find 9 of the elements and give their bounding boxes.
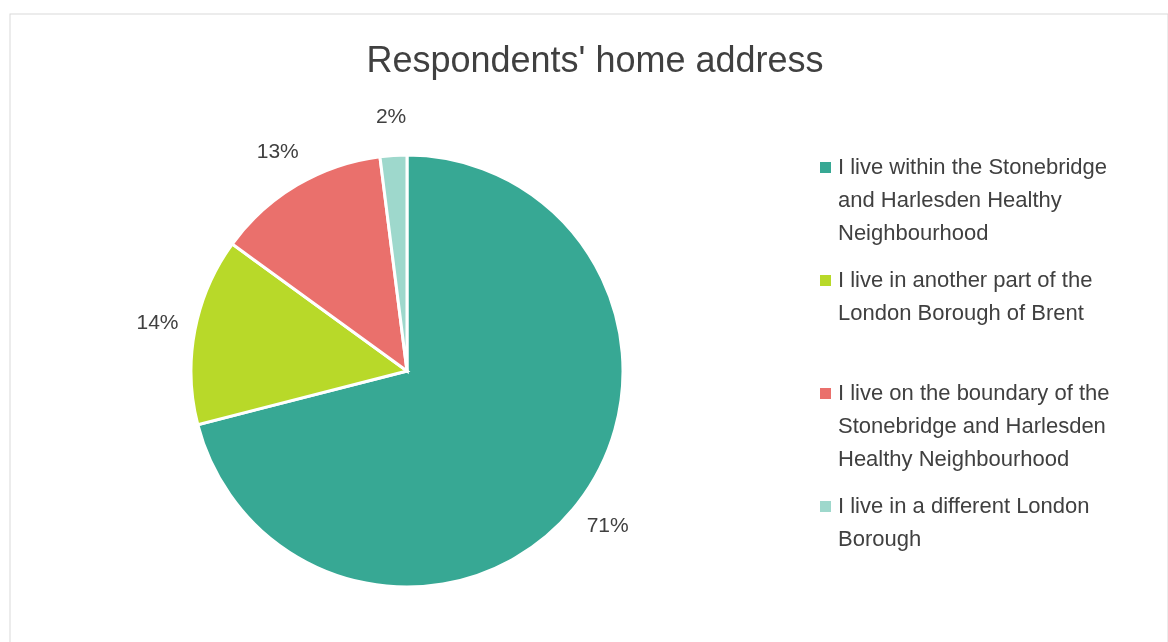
legend-label: I live within the Stonebridge and Harlesden Healthy Neighbourhood bbox=[838, 153, 1108, 245]
legend-label: I live in another part of the London Borough of Brent bbox=[838, 266, 1093, 325]
data-label: 14% bbox=[136, 309, 179, 333]
data-label: 71% bbox=[586, 513, 629, 537]
chart-title: Respondents' home address bbox=[366, 38, 824, 80]
legend-label: I live in a different London Borough bbox=[838, 492, 1090, 551]
data-label: 13% bbox=[256, 138, 299, 162]
data-label: 2% bbox=[375, 104, 407, 128]
legend-label: I live on the boundary of the Stonebridge and Harlesden Healthy Neighbourhood bbox=[838, 379, 1110, 471]
